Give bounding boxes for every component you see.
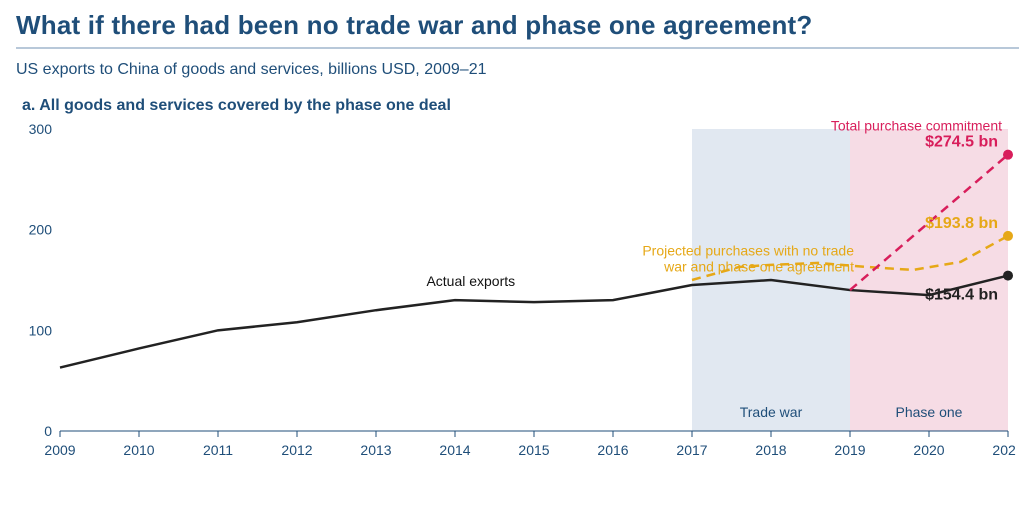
x-tick-label: 2016 — [597, 442, 628, 458]
x-tick-label: 2013 — [360, 442, 391, 458]
commit-end-label: $274.5 bn — [925, 134, 998, 151]
x-tick-label: 2021 — [992, 442, 1016, 458]
line-chart: 0 100 200 300 2009 2010 2011 2012 2013 2014 2015 20… — [16, 121, 1016, 481]
chart-container: 0 100 200 300 2009 2010 2011 2012 2013 2014 2015 20… — [16, 121, 1016, 481]
panel-label: a. All goods and services covered by the… — [22, 97, 1019, 115]
phaseone-band-label: Phase one — [896, 404, 963, 420]
projected-series-label: war and phase one agreement — [663, 259, 854, 275]
x-tick-label: 2019 — [834, 442, 865, 458]
projected-series-label: Projected purchases with no trade — [642, 243, 854, 259]
actual-end-marker — [1003, 271, 1013, 281]
y-tick-label: 0 — [44, 423, 52, 439]
page-title: What if there had been no trade war and … — [16, 10, 1019, 41]
x-tick-label: 2014 — [439, 442, 470, 458]
x-tick-label: 2011 — [203, 442, 233, 458]
x-tick-label: 2010 — [123, 442, 154, 458]
commit-end-marker — [1003, 150, 1013, 160]
x-tick-label: 2015 — [518, 442, 549, 458]
x-tick-label: 2009 — [44, 442, 75, 458]
y-tick-label: 100 — [29, 322, 53, 338]
x-tick-label: 2012 — [281, 442, 312, 458]
title-rule — [16, 47, 1019, 49]
y-tick-label: 200 — [29, 222, 53, 238]
y-tick-label: 300 — [29, 121, 53, 137]
x-tick-label: 2020 — [913, 442, 944, 458]
x-tick-label: 2018 — [755, 442, 786, 458]
proj-end-label: $193.8 bn — [925, 215, 998, 232]
actual-series-label: Actual exports — [426, 273, 515, 289]
x-tick-label: 2017 — [676, 442, 707, 458]
commitment-series-label: Total purchase commitment — [831, 121, 1002, 134]
proj-end-marker — [1003, 231, 1013, 241]
phaseone-band — [850, 129, 1008, 431]
tradewar-band-label: Trade war — [740, 404, 803, 420]
actual-end-label: $154.4 bn — [925, 287, 998, 304]
subtitle: US exports to China of goods and service… — [16, 61, 1019, 79]
